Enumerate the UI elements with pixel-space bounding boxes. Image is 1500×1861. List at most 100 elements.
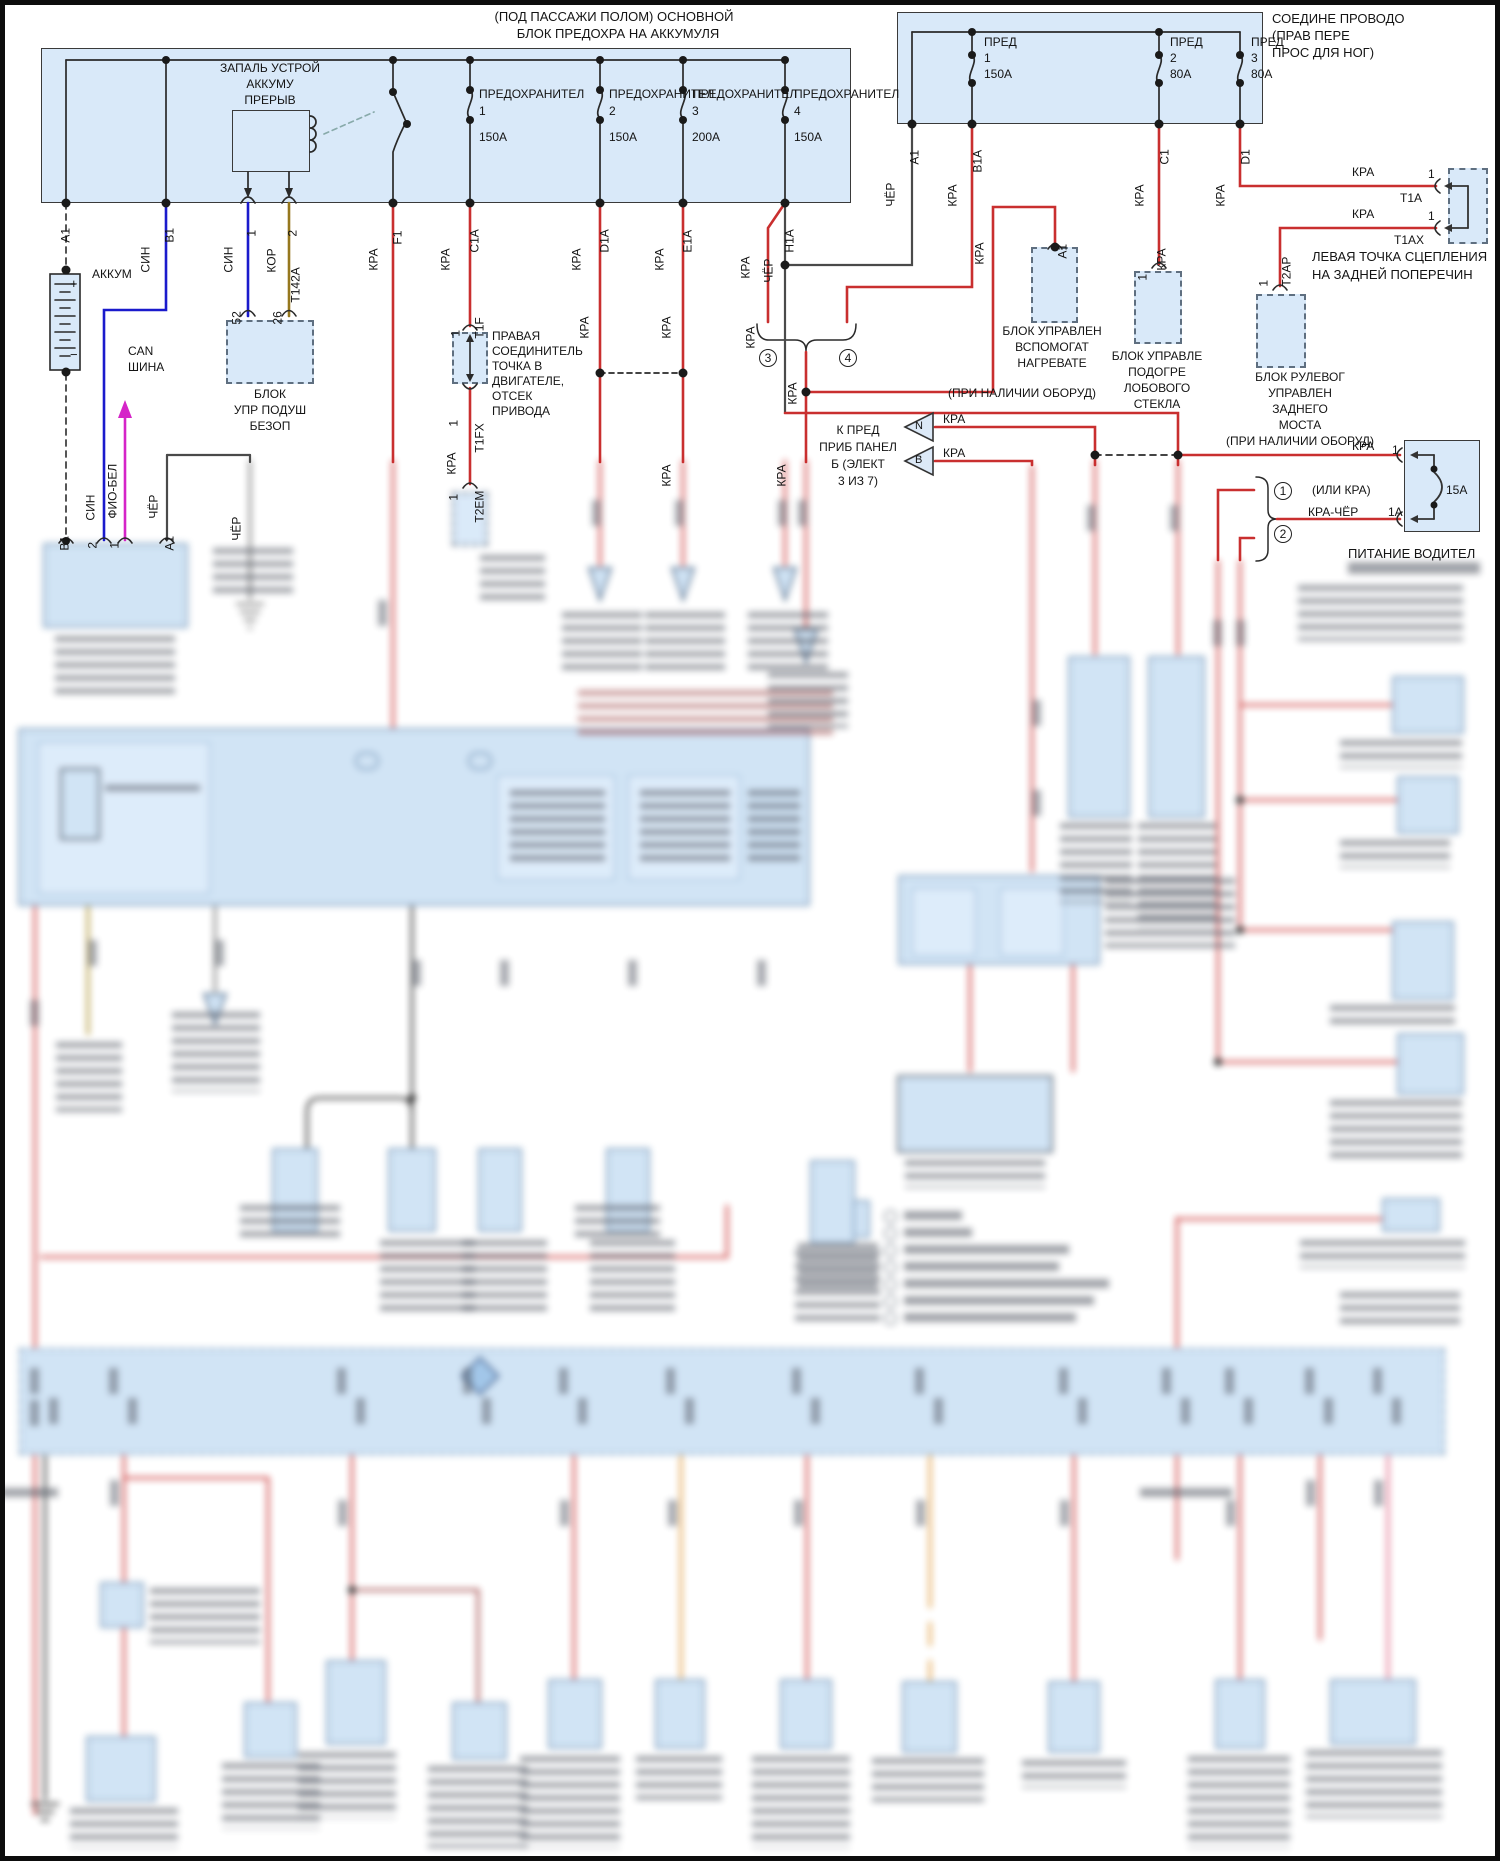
windshield-heater-module-box: [1134, 271, 1182, 344]
blur-tall-box-1: [1068, 656, 1130, 818]
wire-label: А1: [1055, 243, 1070, 259]
wire-label: F1: [390, 230, 405, 245]
wire-label: 52: [229, 311, 244, 325]
wire-label: Т1F: [472, 317, 487, 339]
airbag-control-module-box: [226, 320, 314, 384]
diagram-label: КРА: [943, 412, 966, 426]
airbag-module-label: БЛОК: [253, 387, 287, 401]
diagram-label: 1А: [1388, 505, 1403, 519]
wire-label: КРА: [738, 256, 753, 279]
diagram-label: Т1А: [1400, 191, 1423, 205]
wire-label: КРА: [1132, 184, 1147, 207]
diagram-label: 150A: [794, 130, 823, 144]
wire-label: 2: [85, 541, 100, 549]
main-underfloor-fuse-box: [41, 48, 851, 203]
diagram-label: ПРИВОДА: [492, 404, 551, 418]
diagram-label: 3: [759, 349, 777, 367]
diagram-label: ПРЕДОХРАНИТЕЛ: [479, 87, 585, 101]
wire-label: Т142А: [288, 267, 303, 303]
diagram-label: (ИЛИ КРА): [1312, 483, 1371, 497]
wire-label: КРА: [659, 464, 674, 487]
rear-axle-steering-label: БЛОК РУЛЕВОГ: [1255, 370, 1345, 384]
wire-label: 2: [285, 229, 300, 237]
diagram-label: ЗАДНЕГО: [1272, 402, 1328, 416]
wire-label: ЧЁР: [761, 258, 776, 283]
wire-label: 1: [1256, 279, 1271, 287]
diagram-label: КРА: [943, 446, 966, 460]
wire-label: В1: [162, 227, 177, 243]
wire-label: 1: [446, 493, 461, 501]
blur-left-module-box: [43, 543, 188, 628]
diagram-label: СТЕКЛА: [1133, 397, 1181, 411]
diagram-label: 3 ИЗ 7): [838, 474, 878, 488]
t2ap-module-box: [1256, 294, 1306, 368]
diagram-label: 150A: [984, 67, 1013, 81]
diagram-label: НА ЗАДНЕЙ ПОПЕРЕЧИН: [1312, 267, 1473, 282]
wire-label: Т1FХ: [472, 423, 487, 453]
wire-label: СИН: [138, 246, 153, 273]
battery-label: АККУМ: [92, 267, 132, 281]
diagram-label: ПРЕД: [1170, 35, 1203, 49]
can-bus-label: CAN: [128, 344, 154, 358]
diagram-label: ПРЕДОХРАНИТЕЛ: [609, 87, 715, 101]
diagram-label: 1: [984, 51, 991, 65]
wire-label: ЧЁР: [883, 182, 898, 207]
diagram-label: АККУМУ: [246, 77, 294, 91]
main-fuse-box-title-line1: (ПОД ПАССАЖИ ПОЛОМ) ОСНОВНОЙ: [494, 9, 734, 24]
diagram-label: КРА: [1352, 165, 1375, 179]
wire-label: А1: [907, 149, 922, 165]
diagram-label: ПРОС ДЛЯ НОГ): [1272, 45, 1375, 60]
battery-interrupt-relay-label: ЗАПАЛЬ УСТРОЙ: [219, 61, 321, 75]
wire-label: С1: [1157, 149, 1172, 165]
diagram-label: ПРЕД: [984, 35, 1017, 49]
wire-label: 1: [448, 329, 463, 337]
diagram-label: 1: [1274, 482, 1292, 500]
diagram-label: МОСТА: [1278, 418, 1322, 432]
diagram-label: 80A: [1251, 67, 1273, 81]
aux-heater-label: БЛОК УПРАВЛЕН: [1002, 324, 1102, 338]
diagram-label: 200A: [692, 130, 721, 144]
diagram-label: ПРЕДОХРАНИТЕЛ: [794, 87, 900, 101]
diagram-label: УПР ПОДУШ: [233, 403, 307, 417]
diagram-label: ДВИГАТЕЛЕ,: [492, 374, 565, 388]
diagram-label: Т1АХ: [1394, 233, 1425, 247]
diagram-label: (ПРИ НАЛИЧИИ ОБОРУД): [1226, 434, 1374, 448]
wire-label: КРА: [444, 452, 459, 475]
wire-label: 26: [270, 311, 285, 325]
windshield-heater-label: БЛОК УПРАВЛЕ: [1111, 349, 1203, 363]
diagram-label: 1: [479, 104, 486, 118]
hitch-connector-t1a-box: [1448, 168, 1488, 244]
wire-label: КРА: [774, 464, 789, 487]
wire-label: КРА: [577, 316, 592, 339]
wire-label: 1: [244, 229, 259, 237]
diagram-label: 150A: [479, 130, 508, 144]
diagram-label: КРА-ЧЁР: [1308, 505, 1359, 519]
diagram-label: 4: [839, 349, 857, 367]
diagram-label: 2: [1170, 51, 1177, 65]
diagram-label: N: [915, 420, 923, 432]
diagram-label: КРА: [1352, 207, 1375, 221]
wire-label: D1: [1238, 149, 1253, 165]
diagram-label: ПРИБ ПАНЕЛ: [819, 440, 897, 454]
wire-label: КРА: [652, 248, 667, 271]
wire-label: D1A: [597, 229, 612, 253]
wire-label: ФИО-БЕЛ: [105, 463, 120, 519]
wire-label: КРА: [743, 326, 758, 349]
blur-mega-panel: [19, 1348, 1445, 1455]
wire-label: В1: [57, 535, 72, 551]
battery-interrupt-relay-box: [232, 110, 310, 172]
wire-label: Н1А: [782, 229, 797, 253]
diagram-label: (ПРАВ ПЕРЕ: [1272, 28, 1350, 43]
wire-label: КРА: [785, 382, 800, 405]
wire-label: ЧЁР: [146, 494, 161, 519]
t2em-connector-box: [452, 492, 488, 546]
diagram-label: 80A: [1170, 67, 1192, 81]
wire-label: СИН: [83, 494, 98, 521]
diagram-label: −: [70, 347, 78, 362]
diagram-label: УПРАВЛЕН: [1268, 386, 1332, 400]
diagram-label: ЛОБОВОГО: [1123, 381, 1191, 395]
wire-label: КРА: [366, 248, 381, 271]
main-fuse-box-title-line2: БЛОК ПРЕДОХРА НА АККУМУЛЯ: [516, 26, 720, 41]
diagram-label: СОЕДИНИТЕЛЬ: [492, 344, 583, 358]
